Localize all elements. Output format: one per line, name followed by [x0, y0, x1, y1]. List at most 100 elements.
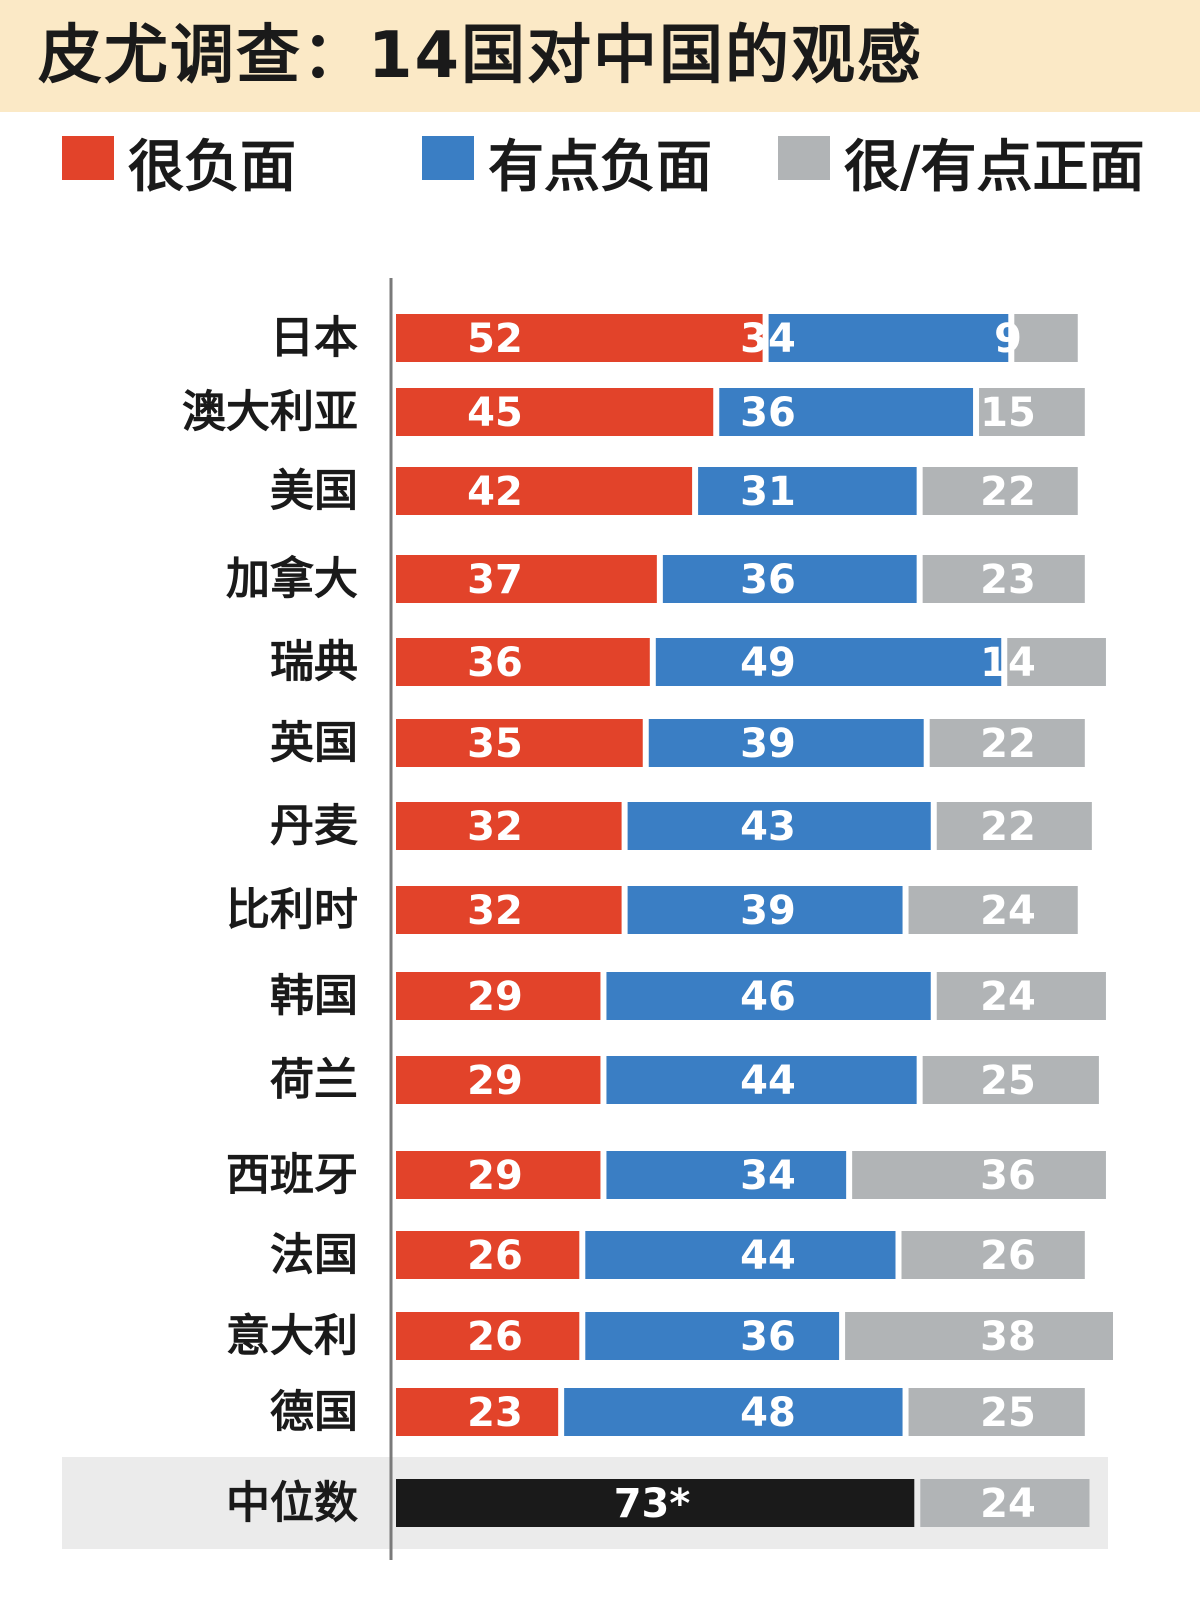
legend-label-positive: 很/有点正面 [844, 135, 1145, 200]
bar-segment-very-negative [396, 314, 763, 362]
data-label-very-negative: 32 [467, 804, 523, 850]
bar-segment-positive [922, 1056, 1099, 1104]
category-label: 丹麦 [270, 801, 358, 852]
data-label-somewhat-negative: 44 [740, 1233, 796, 1279]
bar-segment-somewhat-negative [768, 314, 1009, 362]
category-label: 荷兰 [270, 1055, 358, 1106]
category-label: 英国 [270, 718, 358, 769]
data-label-somewhat-negative: 36 [740, 390, 796, 436]
data-label-very-negative: 36 [467, 640, 523, 686]
bar-segment-positive [901, 1231, 1085, 1279]
bar-segment-somewhat-negative [698, 467, 917, 515]
data-label-positive: 22 [980, 804, 1036, 850]
bar-segment-very-negative [396, 555, 657, 603]
bar-segment-very-negative [396, 638, 650, 686]
bar-segment-positive [852, 1151, 1106, 1199]
data-label-positive: 23 [980, 557, 1036, 603]
data-label-positive: 24 [980, 888, 1036, 934]
data-label-very-negative: 35 [467, 721, 523, 767]
data-label-positive: 22 [980, 721, 1036, 767]
data-label-very-negative: 26 [467, 1233, 523, 1279]
bar-segment-somewhat-negative [648, 719, 924, 767]
bar-segment-somewhat-negative [719, 388, 974, 436]
data-label-positive: 26 [980, 1233, 1036, 1279]
bar-segment-very-negative [396, 719, 643, 767]
bar-segment-very-negative [396, 802, 622, 850]
data-label-positive: 22 [980, 469, 1036, 515]
data-label-very-negative: 32 [467, 888, 523, 934]
median-bar-positive [920, 1479, 1090, 1527]
bar-segment-positive [845, 1312, 1113, 1360]
bar-segment-somewhat-negative [606, 1056, 917, 1104]
data-label-somewhat-negative: 36 [740, 1314, 796, 1360]
data-label-positive: 24 [980, 974, 1036, 1020]
category-label: 加拿大 [226, 554, 358, 605]
category-label: 西班牙 [226, 1150, 358, 1201]
legend-swatch-somewhat-negative [422, 136, 474, 180]
bar-segment-positive [936, 802, 1092, 850]
bar-segment-very-negative [396, 1231, 580, 1279]
data-label-very-negative: 37 [467, 557, 523, 603]
data-label-positive: 36 [980, 1153, 1036, 1199]
category-label: 瑞典 [270, 637, 358, 688]
bar-segment-positive [979, 388, 1085, 436]
bar-segment-very-negative [396, 886, 622, 934]
category-label: 意大利 [226, 1311, 358, 1362]
median-label: 中位数 [226, 1478, 358, 1529]
median-bar-negative [396, 1479, 915, 1527]
data-label-positive: 25 [980, 1058, 1036, 1104]
data-label-very-negative: 23 [467, 1390, 523, 1436]
data-label-somewhat-negative: 49 [740, 640, 796, 686]
data-label-positive: 25 [980, 1390, 1036, 1436]
bar-segment-positive [922, 467, 1078, 515]
bar-segment-very-negative [396, 388, 714, 436]
data-label-somewhat-negative: 34 [740, 316, 796, 362]
data-label-somewhat-negative: 43 [740, 804, 796, 850]
bar-segment-somewhat-negative [585, 1231, 896, 1279]
category-label: 比利时 [226, 885, 358, 936]
bar-segment-positive [1014, 314, 1078, 362]
data-label-very-negative: 52 [467, 316, 523, 362]
bar-segment-very-negative [396, 1312, 580, 1360]
data-label-very-negative: 42 [467, 469, 523, 515]
median-value-positive: 24 [980, 1481, 1036, 1527]
bar-segment-somewhat-negative [627, 886, 903, 934]
bar-segment-positive [922, 555, 1085, 603]
category-label: 韩国 [270, 971, 358, 1022]
data-label-somewhat-negative: 36 [740, 557, 796, 603]
data-label-very-negative: 45 [467, 390, 523, 436]
bar-segment-somewhat-negative [627, 802, 931, 850]
bar-segment-positive [908, 886, 1078, 934]
title-band: 皮尤调查：14国对中国的观感 [0, 0, 1200, 112]
legend-label-somewhat-negative: 有点负面 [488, 135, 712, 200]
bar-segment-very-negative [396, 972, 601, 1020]
data-label-somewhat-negative: 34 [740, 1153, 796, 1199]
category-label: 德国 [270, 1387, 358, 1438]
bar-segment-somewhat-negative [606, 972, 931, 1020]
legend-swatch-positive [778, 136, 830, 180]
data-label-very-negative: 29 [467, 1058, 523, 1104]
data-label-positive: 9 [994, 316, 1022, 362]
data-label-somewhat-negative: 46 [740, 974, 796, 1020]
legend-label-very-negative: 很负面 [128, 135, 296, 200]
bar-segment-somewhat-negative [585, 1312, 840, 1360]
legend-swatch-very-negative [62, 136, 114, 180]
bar-segment-very-negative [396, 467, 693, 515]
median-value-negative: 73* [614, 1481, 691, 1527]
data-label-positive: 15 [980, 390, 1036, 436]
bar-segment-very-negative [396, 1388, 559, 1436]
bar-segment-somewhat-negative [564, 1388, 903, 1436]
data-label-somewhat-negative: 48 [740, 1390, 796, 1436]
data-label-positive: 14 [980, 640, 1036, 686]
data-label-very-negative: 29 [467, 974, 523, 1020]
data-label-very-negative: 29 [467, 1153, 523, 1199]
category-label: 美国 [270, 466, 358, 517]
bar-segment-somewhat-negative [662, 555, 917, 603]
bar-segment-very-negative [396, 1056, 601, 1104]
data-label-very-negative: 26 [467, 1314, 523, 1360]
bar-segment-positive [1007, 638, 1106, 686]
data-label-somewhat-negative: 39 [740, 888, 796, 934]
bar-segment-positive [908, 1388, 1085, 1436]
bar-segment-positive [929, 719, 1085, 767]
category-label: 法国 [270, 1230, 358, 1281]
